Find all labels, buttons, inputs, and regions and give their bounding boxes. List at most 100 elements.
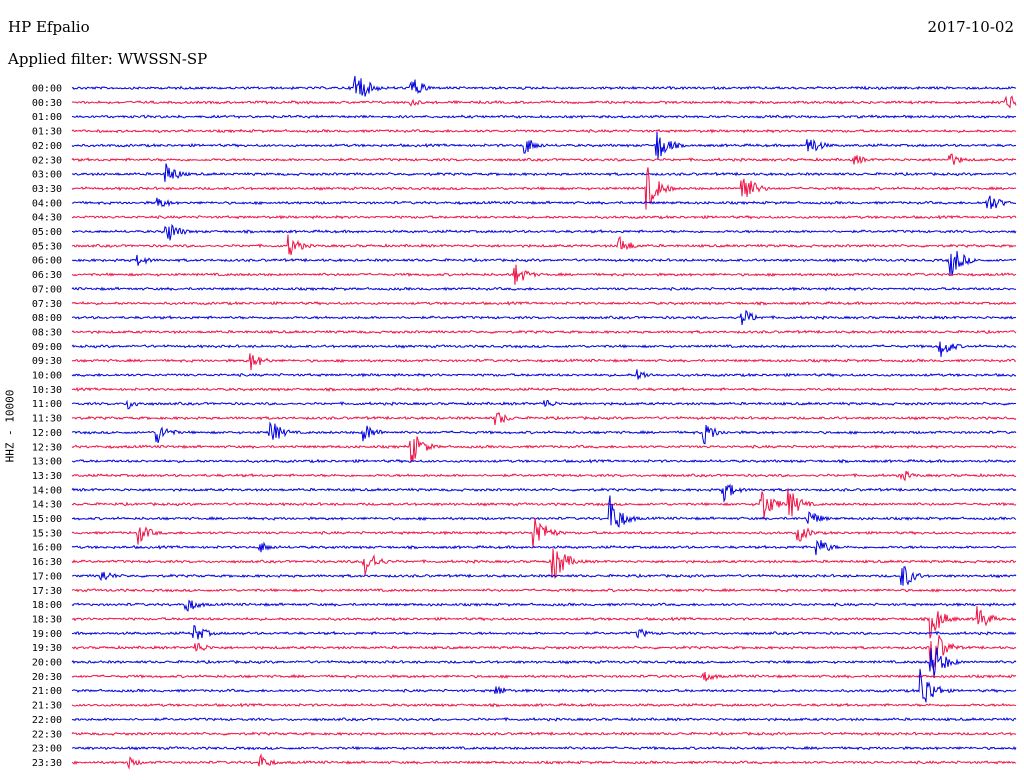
trace-line	[71, 495, 1017, 528]
trace-line	[71, 75, 1017, 97]
trace-line	[71, 745, 1017, 751]
trace-line	[72, 251, 1017, 276]
trace-line	[71, 114, 1017, 120]
trace-line	[72, 223, 1017, 241]
trace-line	[71, 264, 1017, 285]
row-label: 22:00	[32, 715, 62, 726]
row-label: 04:00	[32, 198, 62, 209]
applied-filter: Applied filter: WWSSN-SP	[8, 50, 208, 68]
trace-line	[71, 300, 1017, 306]
row-label: 09:30	[32, 356, 62, 367]
row-label: 07:30	[32, 299, 62, 310]
trace-line	[71, 458, 1017, 464]
row-label: 03:00	[32, 170, 62, 181]
row-label: 05:00	[32, 227, 62, 238]
trace-line	[72, 234, 1016, 256]
row-label: 11:00	[32, 399, 62, 410]
trace-line	[71, 671, 1017, 682]
row-label: 19:00	[32, 629, 62, 640]
row-label: 05:30	[32, 241, 62, 252]
row-label: 13:00	[32, 457, 62, 468]
record-date: 2017-10-02	[927, 18, 1014, 36]
trace-line	[71, 95, 1017, 109]
row-label: 01:30	[32, 127, 62, 138]
trace-line	[71, 436, 1017, 463]
row-label: 08:30	[32, 327, 62, 338]
row-label: 10:30	[32, 385, 62, 396]
trace-line	[71, 702, 1017, 708]
row-label: 18:30	[32, 614, 62, 625]
row-label: 04:30	[32, 213, 62, 224]
trace-line	[71, 548, 1017, 580]
trace-line	[71, 153, 1017, 165]
row-label: 16:30	[32, 557, 62, 568]
row-label: 17:30	[32, 586, 62, 597]
row-label: 12:30	[32, 442, 62, 453]
row-label: 02:30	[32, 155, 62, 166]
row-label: 07:00	[32, 284, 62, 295]
trace-line	[71, 214, 1017, 220]
trace-line	[71, 286, 1017, 292]
trace-line	[71, 341, 1017, 357]
row-label: 06:00	[32, 256, 62, 267]
row-label: 14:00	[32, 485, 62, 496]
trace-line	[71, 399, 1017, 410]
row-label: 15:00	[32, 514, 62, 525]
row-label: 20:30	[32, 672, 62, 683]
row-label: 21:30	[32, 701, 62, 712]
trace-line	[71, 483, 1017, 503]
row-label: 19:30	[32, 643, 62, 654]
trace-line	[71, 131, 1017, 160]
trace-line	[71, 716, 1017, 722]
row-label: 00:00	[32, 84, 62, 95]
trace-line	[71, 128, 1017, 134]
row-label: 13:30	[32, 471, 62, 482]
trace-line	[71, 421, 1017, 445]
trace-line	[71, 386, 1017, 393]
row-label: 01:00	[32, 112, 62, 123]
trace-line	[71, 731, 1017, 737]
row-label: 10:00	[32, 371, 62, 382]
trace-line	[71, 163, 1017, 183]
row-label: 09:00	[32, 342, 62, 353]
row-label: 23:00	[32, 744, 62, 755]
row-label: 15:30	[32, 528, 62, 539]
station-name: HP Efpalio	[8, 18, 90, 36]
row-label: 08:00	[32, 313, 62, 324]
row-label: 03:30	[32, 184, 62, 195]
trace-line	[71, 599, 1017, 612]
trace-line	[71, 411, 1017, 426]
trace-line	[71, 167, 1017, 210]
trace-line	[71, 624, 1017, 640]
row-label: 12:00	[32, 428, 62, 439]
row-label: 11:30	[32, 414, 62, 425]
row-label: 14:30	[32, 500, 62, 511]
row-label: 00:30	[32, 98, 62, 109]
trace-line	[71, 488, 1017, 518]
trace-line	[71, 470, 1017, 482]
trace-line	[71, 309, 1017, 326]
trace-line	[72, 635, 1017, 671]
row-label: 06:30	[32, 270, 62, 281]
trace-line	[71, 587, 1017, 593]
row-label: 16:00	[32, 543, 62, 554]
row-label: 18:00	[32, 600, 62, 611]
trace-line	[71, 195, 1017, 209]
trace-line	[72, 566, 1017, 586]
row-label: 22:30	[32, 729, 62, 740]
row-label: 21:00	[32, 686, 62, 697]
trace-line	[71, 752, 1017, 770]
row-label: 20:00	[32, 658, 62, 669]
row-label: 17:00	[32, 571, 62, 582]
trace-line	[71, 329, 1017, 335]
trace-line	[71, 606, 1017, 639]
row-label: 02:00	[32, 141, 62, 152]
trace-line	[71, 518, 1017, 548]
trace-line	[71, 647, 1017, 678]
trace-line	[71, 353, 1017, 371]
trace-line	[71, 668, 1017, 703]
trace-line	[71, 539, 1017, 556]
row-label: 23:30	[32, 758, 62, 769]
trace-line	[71, 369, 1017, 380]
